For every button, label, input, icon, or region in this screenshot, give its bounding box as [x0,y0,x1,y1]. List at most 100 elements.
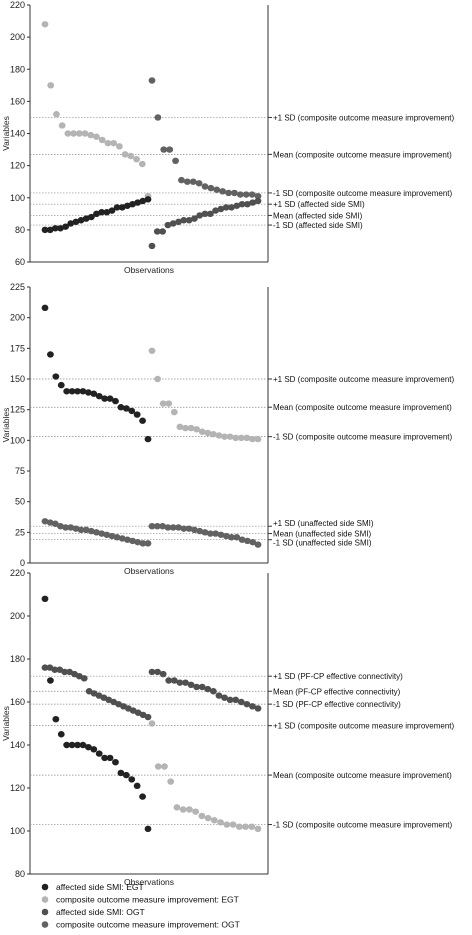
data-point [153,523,161,530]
data-point [237,698,245,706]
data-point [57,523,64,530]
y-tick-label: 100 [10,193,25,203]
data-point [129,537,136,545]
data-point [87,213,95,221]
data-point [244,200,251,208]
reference-line-label: Mean (affected side SMI) [273,211,363,220]
data-point [103,209,111,216]
data-point [154,375,161,383]
data-point [98,136,106,144]
y-tick-label: 160 [10,697,25,707]
data-point [41,664,49,671]
y-tick-label: 220 [10,568,25,578]
reference-line-label: -1 SD (affected side SMI) [273,221,363,230]
data-point [128,407,136,415]
data-point [112,759,119,766]
data-point [98,530,106,537]
reference-line-label: +1 SD (PF-CP effective connectivity) [273,672,403,681]
data-point [148,242,156,250]
data-point [175,524,182,531]
data-point [144,540,152,547]
data-point [101,754,109,762]
data-point [154,114,162,121]
data-point [138,160,146,168]
data-point [222,204,230,211]
y-tick-label: 120 [10,783,25,793]
data-point [108,532,116,540]
y-tick-label: 25 [15,527,25,537]
data-point [52,716,60,723]
data-point [254,541,262,548]
data-point [68,741,76,749]
data-point [221,433,228,440]
reference-line-label: Mean (composite outcome measure improvem… [273,150,452,159]
data-point [139,793,146,800]
y-axis-label: Variables [1,706,11,741]
data-point [173,804,181,811]
data-point [243,434,251,442]
data-point [159,400,167,407]
y-tick-label: 50 [15,497,25,507]
data-point [221,694,228,701]
data-point [139,540,147,547]
data-point [148,720,156,727]
reference-line-label: Mean (composite outcome measure improvem… [273,771,452,780]
reference-line-label: +1 SD (composite outcome measure improve… [273,722,455,731]
data-point [185,525,193,532]
y-tick-label: 0 [20,558,25,568]
data-point [172,157,179,165]
data-point [176,679,184,686]
data-point [164,221,172,229]
legend-marker [41,883,49,891]
data-point [144,825,152,833]
data-point [144,713,152,721]
data-point [133,156,140,163]
data-point [170,677,178,684]
x-axis-label: Observations [124,566,174,576]
data-point [121,151,129,158]
data-point [212,207,220,214]
data-point [180,217,188,224]
data-point [93,133,100,140]
data-point [90,390,98,397]
data-point [82,215,90,222]
data-point [228,204,235,211]
data-point [118,535,126,542]
y-tick-label: 80 [15,869,25,879]
data-point [204,685,212,693]
reference-line-label: Mean (composite outcome measure improvem… [273,403,452,412]
data-point [225,189,232,197]
data-point [248,191,256,198]
reference-line-label: -1 SD (PF-CP effective connectivity) [273,700,401,709]
data-point [223,821,231,828]
data-point [106,754,114,762]
data-point [57,731,65,738]
legend: affected side SMI: EGT composite outcome … [41,882,240,930]
data-point [193,426,201,433]
data-point [183,178,191,185]
data-point [235,823,243,830]
data-point [237,434,245,442]
y-tick-label: 220 [10,0,25,10]
data-point [249,435,256,443]
data-point [122,771,130,779]
data-point [82,526,90,534]
y-tick-label: 180 [10,64,25,74]
data-point [148,523,156,530]
data-point [198,683,206,691]
data-point [226,696,234,704]
data-point [178,176,185,184]
data-point [217,819,224,826]
data-point [81,130,89,137]
data-point [182,679,189,686]
data-point [51,225,59,232]
data-point [46,519,54,526]
legend-label: composite outcome measure improvement: O… [56,920,240,930]
data-point [249,199,257,206]
data-point [77,217,85,224]
data-point [93,529,100,536]
data-point [159,228,167,235]
data-point [191,215,198,222]
data-point [148,77,156,84]
